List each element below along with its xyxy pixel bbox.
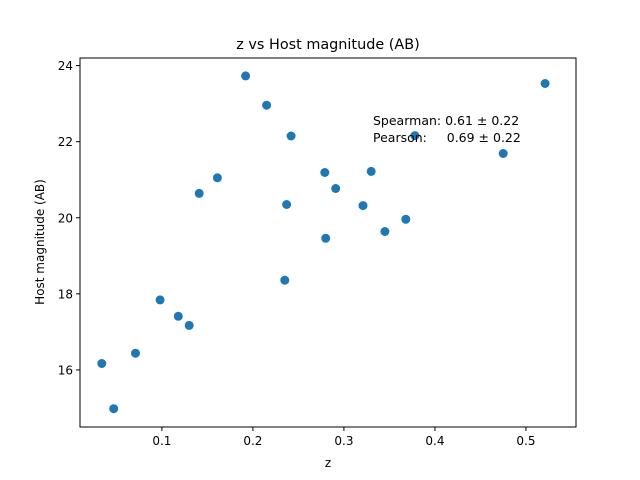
data-point-15 [331, 184, 341, 193]
data-point-22 [540, 79, 550, 88]
x-axis-label: z [325, 456, 331, 470]
data-point-21 [498, 149, 508, 158]
x-tick-label: 0.4 [425, 434, 444, 448]
pearson-annotation: Pearson: 0.69 ± 0.22 [373, 130, 521, 145]
x-tick-label: 0.1 [152, 434, 171, 448]
y-axis-label: Host magnitude (AB) [33, 179, 47, 305]
data-point-10 [280, 275, 290, 285]
x-tick-label: 0.5 [516, 434, 535, 448]
y-tick-label: 24 [58, 59, 73, 73]
data-point-1 [109, 404, 119, 414]
data-point-5 [184, 320, 194, 330]
data-point-3 [155, 295, 165, 305]
y-tick-label: 18 [58, 287, 73, 301]
data-point-0 [97, 359, 107, 368]
data-point-8 [241, 71, 251, 81]
data-point-14 [321, 233, 331, 243]
x-tick-label: 0.2 [243, 434, 262, 448]
data-point-4 [173, 311, 183, 321]
data-point-11 [282, 200, 292, 209]
data-point-17 [366, 166, 376, 176]
data-point-13 [320, 168, 330, 177]
chart-title: z vs Host magnitude (AB) [236, 37, 419, 53]
x-axis: 0.1 0.2 0.3 0.4 0.5 [152, 427, 535, 448]
plot-frame [79, 57, 577, 428]
data-point-20 [410, 131, 420, 141]
y-axis: 16 18 20 22 24 [58, 59, 80, 377]
data-point-6 [194, 188, 204, 198]
data-point-7 [212, 173, 222, 183]
y-tick-label: 20 [58, 211, 73, 225]
points-layer [97, 71, 550, 414]
data-point-2 [131, 348, 140, 358]
data-point-19 [401, 214, 411, 224]
data-point-18 [380, 227, 390, 236]
data-point-9 [262, 100, 272, 110]
y-tick-label: 16 [58, 363, 73, 377]
x-tick-label: 0.3 [334, 434, 353, 448]
data-point-12 [286, 131, 296, 141]
y-tick-label: 22 [58, 135, 73, 149]
spearman-annotation: Spearman: 0.61 ± 0.22 [373, 113, 519, 128]
data-point-16 [358, 201, 368, 211]
